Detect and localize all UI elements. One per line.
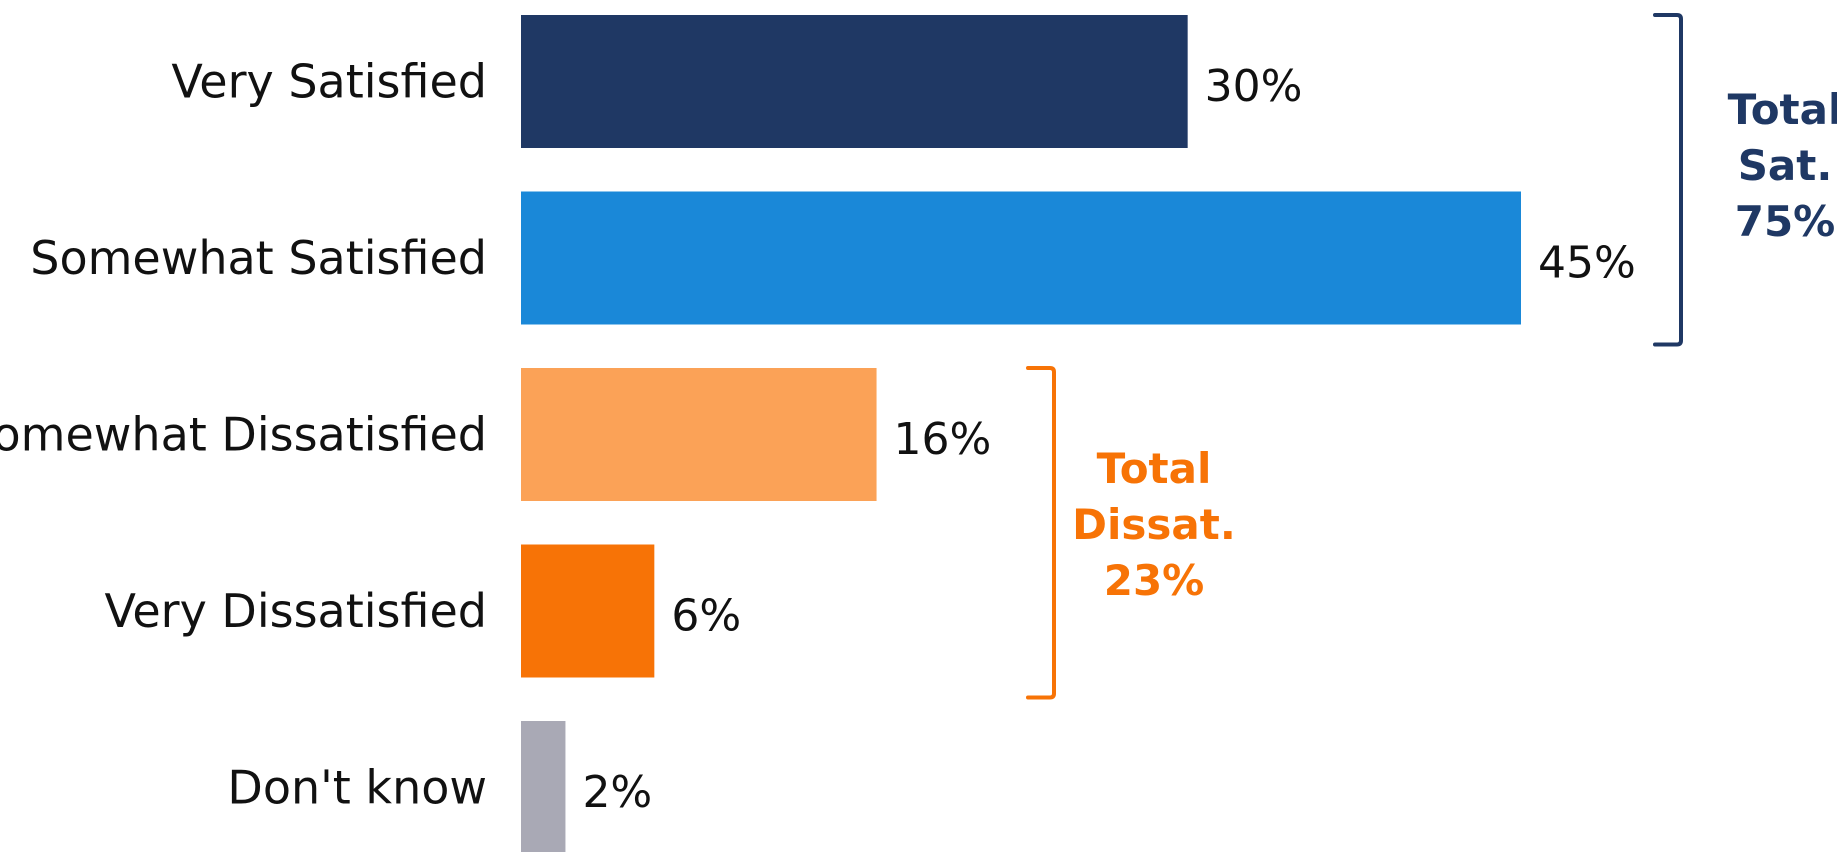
total-dissatisfied-label-line: Dissat. <box>1072 500 1236 549</box>
bar-don-t-know <box>521 721 566 852</box>
value-label-somewhat-dissatisfied: 16% <box>894 414 992 465</box>
category-label-don-t-know: Don't know <box>227 761 487 815</box>
total-satisfied-label-line: Sat. <box>1738 141 1833 190</box>
value-label-very-satisfied: 30% <box>1205 61 1303 112</box>
category-label-somewhat-satisfied: Somewhat Satisfied <box>30 231 487 285</box>
category-label-very-dissatisfied: Very Dissatisfied <box>104 584 487 638</box>
bar-very-dissatisfied <box>521 544 655 678</box>
total-dissatisfied-bracket <box>1026 366 1056 700</box>
bar-very-satisfied <box>521 15 1188 148</box>
total-satisfied-label: Total Sat. 75% <box>1728 85 1837 246</box>
labels-layer: Very Satisfied 30% Somewhat Satisfied 45% So… <box>0 55 1636 819</box>
bars-layer <box>521 15 1521 852</box>
category-label-somewhat-dissatisfied: Somewhat Dissatisfied <box>0 408 487 462</box>
value-label-don-t-know: 2% <box>582 767 652 818</box>
value-label-very-dissatisfied: 6% <box>671 591 741 642</box>
total-dissatisfied-label-line: Total <box>1097 444 1212 493</box>
total-dissatisfied-label: Total Dissat. 23% <box>1072 444 1236 605</box>
total-satisfied-label-line: Total <box>1728 85 1837 134</box>
total-satisfied-label-line: 75% <box>1735 197 1836 246</box>
group-brackets-layer: Total Sat. 75% Total Dissat. 23% <box>1026 13 1837 700</box>
bar-somewhat-satisfied <box>521 191 1521 325</box>
bar-somewhat-dissatisfied <box>521 368 877 501</box>
total-satisfied-bracket <box>1653 13 1683 347</box>
value-label-somewhat-satisfied: 45% <box>1538 238 1636 289</box>
category-label-very-satisfied: Very Satisfied <box>171 55 487 109</box>
total-dissatisfied-label-line: 23% <box>1104 556 1205 605</box>
